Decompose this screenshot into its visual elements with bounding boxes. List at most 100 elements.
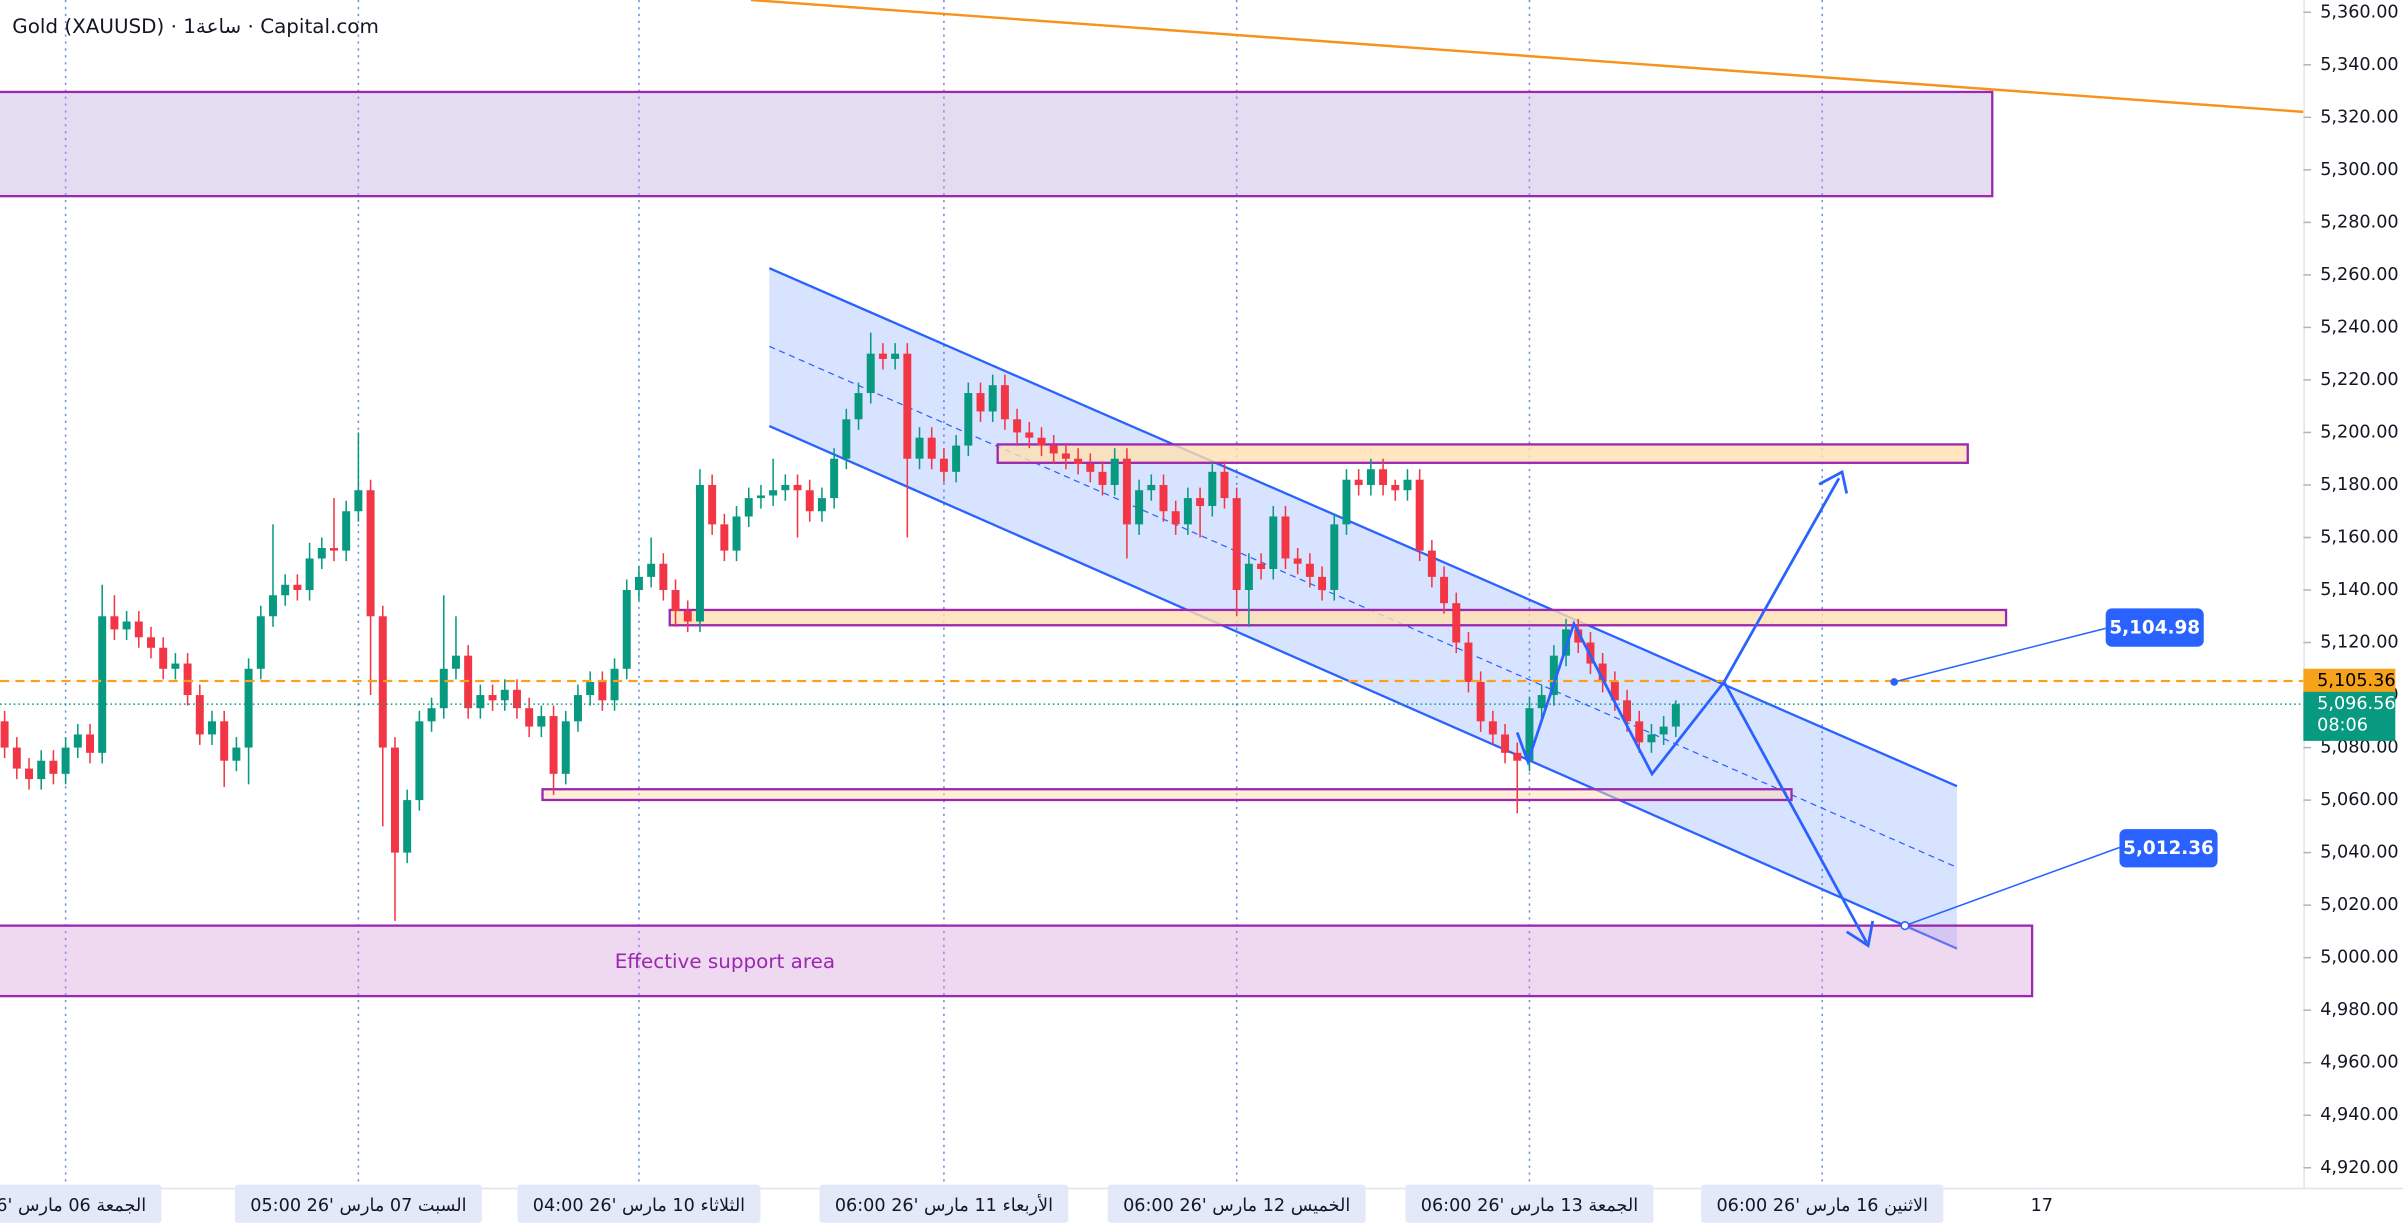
candle-body [329,547,338,551]
candle-body [1049,445,1058,454]
candle-body [25,768,33,780]
candle-body [73,734,82,748]
y-tick-label: 5,000.00 [2320,948,2398,968]
candle-body [1135,490,1144,525]
candle-body [342,511,351,551]
candle-body [86,734,94,753]
candle-body [1013,419,1022,433]
trend-line [750,0,2304,114]
candle-body [561,721,570,774]
candle-body [793,484,802,491]
candle-body [1025,432,1034,438]
candle-body [0,721,9,748]
arrow-head [1818,469,1849,494]
candle-body [403,800,412,853]
candle-body [427,708,436,722]
candle-body [488,695,497,701]
x-axis: الجمعة 06 مارس '26 05:00 السبت 07 مارس '2… [0,1184,2053,1223]
candle-body [1598,663,1607,682]
x-label-bg [1405,1184,1654,1223]
x-tick-label: 05:00 السبت 07 مارس '26 [250,1196,466,1216]
candle-body [1171,511,1180,525]
candle-body [915,437,924,459]
y-tick-label: 4,960.00 [2320,1053,2398,1073]
candle-body [37,760,46,780]
y-tick-label: 5,140.00 [2320,580,2398,600]
y-tick-label: 5,220.00 [2320,370,2398,390]
callout-label: 5,104.98 [2109,617,2200,638]
candle-body [1610,681,1619,701]
ask-tag-label: 5,105.36 [2317,671,2395,691]
candle-body [1391,484,1400,491]
candle-body [500,689,509,701]
candle-body [378,616,387,748]
candle-body [1354,479,1363,485]
candle-body [1537,695,1546,709]
candle-body [1379,469,1388,485]
drawings: Effective support area [0,0,2304,998]
candle-body [634,576,643,591]
candle-body [695,484,704,622]
candle-body [244,668,253,748]
channel-upper [768,267,1958,788]
y-tick-label: 4,940.00 [2320,1105,2398,1125]
candle-body [622,590,631,669]
x-tick-label: 06:00 الجمعة 13 مارس '26 [1421,1196,1638,1216]
candle-body [1330,524,1339,591]
candle-body [98,616,107,753]
candle-body [1305,563,1314,577]
x-tick-label: 06:00 الاثنين 16 مارس '26 [1716,1196,1928,1216]
candle-body [269,595,277,617]
candle-body [476,695,485,709]
candle-body [1635,721,1644,743]
x-tick-label: 06:00 الخميس 12 مارس '26 [1123,1196,1350,1216]
y-tick-label: 5,020.00 [2320,895,2398,915]
candle-body [939,458,948,472]
zone [541,788,1793,802]
chart-title: Gold (XAUUSD) · 1ساعة · Capital.com [12,15,379,38]
candle-body [586,681,595,696]
x-label-bg [1107,1184,1366,1223]
candle-body [1501,734,1510,753]
candle-body [1147,484,1156,491]
candle-body [439,668,448,709]
candle-body [952,445,961,472]
candle-body [159,647,168,669]
candle-body [1671,704,1680,727]
candle-body [1440,576,1449,604]
candle-body [976,393,985,412]
support-label: Effective support area [615,950,835,973]
y-tick-label: 5,320.00 [2320,107,2398,127]
candle-body [1086,463,1095,472]
candle-body [134,621,143,638]
candle-body [451,655,460,669]
candle-body [366,490,375,617]
ask-tag [2303,668,2396,694]
candle-body [1196,498,1205,506]
candle-body [317,547,326,559]
y-tick-label: 5,120.00 [2320,633,2398,653]
y-tick-label: 5,180.00 [2320,475,2398,495]
channel-fill [769,268,1958,949]
candle-body [61,747,70,774]
last-tag-label: 5,096.56 [2317,694,2395,714]
candle-body [220,721,229,761]
candle-body [1000,385,1009,420]
candle-body [549,716,558,774]
candle-body [1452,603,1461,643]
candle-body [1488,721,1497,735]
candle-body [208,721,216,735]
y-tick-label: 5,340.00 [2320,55,2398,75]
y-tick-label: 5,280.00 [2320,212,2398,232]
candle-body [256,616,265,669]
candle-body [305,558,314,591]
candle-body [525,708,534,727]
candle-body [1427,550,1436,577]
candle-body [183,663,192,696]
candle-body [195,695,204,735]
candle-body [805,490,814,512]
callout-label: 5,012.36 [2123,838,2214,859]
channel-lower [768,424,1958,950]
candle-body [1061,453,1070,459]
